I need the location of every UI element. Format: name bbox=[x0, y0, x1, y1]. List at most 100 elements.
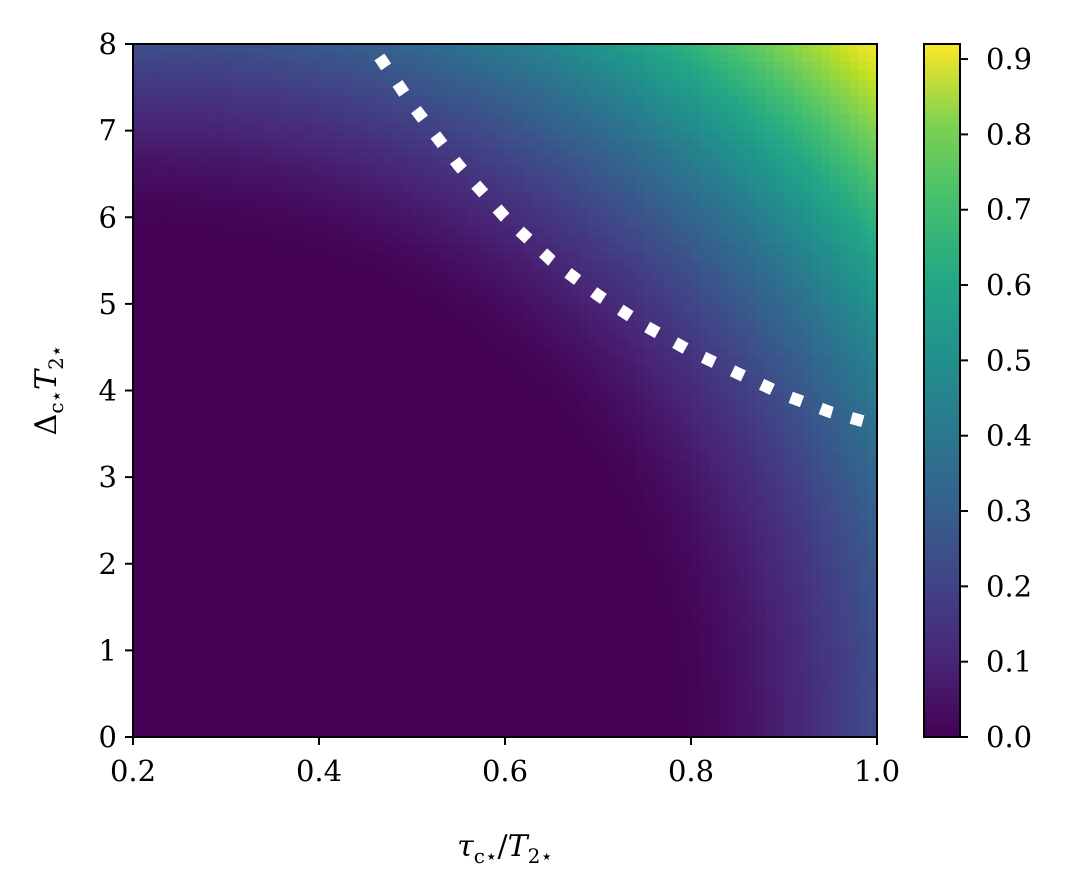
heatmap-cell bbox=[505, 312, 515, 322]
heatmap-cell bbox=[430, 555, 441, 565]
heatmap-cell bbox=[207, 347, 218, 357]
heatmap-cell bbox=[653, 451, 664, 461]
heatmap-cell bbox=[337, 364, 348, 374]
heatmap-cell bbox=[216, 347, 227, 357]
heatmap-cell bbox=[644, 719, 655, 729]
heatmap-cell bbox=[467, 555, 478, 565]
heatmap-cell bbox=[151, 485, 162, 496]
heatmap-cell bbox=[374, 555, 385, 565]
heatmap-cell bbox=[756, 477, 766, 487]
heatmap-cell bbox=[402, 503, 413, 513]
heatmap-cell bbox=[467, 243, 478, 253]
heatmap-cell bbox=[346, 381, 357, 392]
heatmap-cell bbox=[802, 633, 813, 643]
heatmap-cell bbox=[179, 312, 190, 322]
heatmap-cell bbox=[151, 503, 162, 513]
heatmap-cell bbox=[142, 442, 153, 452]
heatmap-cell bbox=[263, 693, 274, 703]
heatmap-cell bbox=[672, 355, 683, 366]
heatmap-cell bbox=[170, 659, 181, 669]
heatmap-cell bbox=[867, 286, 877, 296]
heatmap-cell bbox=[821, 225, 832, 236]
heatmap-cell bbox=[467, 251, 478, 262]
heatmap-cell bbox=[839, 581, 850, 591]
heatmap-cell bbox=[421, 563, 432, 574]
heatmap-cell bbox=[784, 702, 794, 712]
heatmap-cell bbox=[467, 641, 478, 651]
heatmap-cell bbox=[300, 485, 311, 496]
heatmap-cell bbox=[663, 667, 673, 677]
heatmap-cell bbox=[467, 702, 478, 712]
heatmap-cell bbox=[309, 277, 320, 288]
heatmap-cell bbox=[179, 321, 190, 331]
heatmap-cell bbox=[179, 373, 190, 383]
heatmap-cell bbox=[216, 355, 227, 366]
heatmap-cell bbox=[560, 581, 571, 591]
heatmap-cell bbox=[253, 676, 264, 686]
heatmap-cell bbox=[625, 416, 636, 426]
heatmap-cell bbox=[467, 355, 478, 366]
heatmap-cell bbox=[365, 329, 376, 340]
heatmap-cell bbox=[849, 702, 859, 712]
heatmap-cell bbox=[458, 650, 469, 660]
heatmap-cell bbox=[272, 485, 283, 496]
heatmap-cell bbox=[579, 719, 590, 729]
heatmap-cell bbox=[198, 511, 208, 522]
heatmap-cell bbox=[244, 355, 255, 366]
heatmap-cell bbox=[188, 529, 199, 539]
heatmap-cell bbox=[570, 217, 580, 227]
heatmap-cell bbox=[319, 234, 329, 244]
heatmap-cell bbox=[560, 433, 571, 444]
heatmap-cell bbox=[793, 572, 804, 582]
heatmap-cell bbox=[412, 468, 422, 478]
heatmap-cell bbox=[709, 312, 720, 322]
heatmap-cell bbox=[607, 347, 618, 357]
heatmap-cell bbox=[839, 520, 850, 530]
heatmap-cell bbox=[449, 225, 460, 236]
heatmap-cell bbox=[393, 685, 404, 695]
heatmap-cell bbox=[430, 191, 441, 201]
heatmap-cell bbox=[560, 442, 571, 452]
heatmap-cell bbox=[691, 425, 701, 435]
heatmap-cell bbox=[663, 641, 673, 651]
heatmap-cell bbox=[849, 728, 859, 737]
heatmap-cell bbox=[477, 243, 487, 253]
heatmap-cell bbox=[477, 641, 487, 651]
heatmap-cell bbox=[160, 321, 171, 331]
heatmap-cell bbox=[235, 563, 246, 574]
heatmap-cell bbox=[198, 390, 208, 400]
heatmap-cell bbox=[467, 217, 478, 227]
heatmap-cell bbox=[598, 286, 608, 296]
heatmap-cell bbox=[551, 659, 562, 669]
heatmap-cell bbox=[784, 615, 794, 625]
heatmap-cell bbox=[532, 277, 543, 288]
heatmap-cell bbox=[756, 251, 766, 262]
heatmap-cell bbox=[728, 234, 739, 244]
heatmap-cell bbox=[793, 295, 804, 305]
heatmap-cell bbox=[728, 381, 739, 392]
heatmap-cell bbox=[263, 312, 274, 322]
heatmap-cell bbox=[505, 693, 515, 703]
heatmap-cell bbox=[188, 520, 199, 530]
heatmap-cell bbox=[691, 503, 701, 513]
heatmap-cell bbox=[374, 615, 385, 625]
heatmap-cell bbox=[337, 529, 348, 539]
heatmap-cell bbox=[374, 468, 385, 478]
heatmap-cell bbox=[384, 321, 394, 331]
heatmap-cell bbox=[309, 373, 320, 383]
heatmap-cell bbox=[663, 546, 673, 556]
heatmap-cell bbox=[505, 459, 515, 470]
heatmap-cell bbox=[774, 607, 785, 617]
heatmap-cell bbox=[151, 546, 162, 556]
heatmap-cell bbox=[244, 503, 255, 513]
heatmap-cell bbox=[486, 572, 497, 582]
heatmap-cell bbox=[811, 563, 822, 574]
heatmap-cell bbox=[681, 468, 692, 478]
heatmap-cell bbox=[179, 269, 190, 279]
heatmap-cell bbox=[839, 399, 850, 409]
heatmap-cell bbox=[421, 503, 432, 513]
heatmap-cell bbox=[337, 225, 348, 236]
heatmap-cell bbox=[598, 633, 608, 643]
heatmap-cell bbox=[319, 719, 329, 729]
heatmap-cell bbox=[802, 399, 813, 409]
